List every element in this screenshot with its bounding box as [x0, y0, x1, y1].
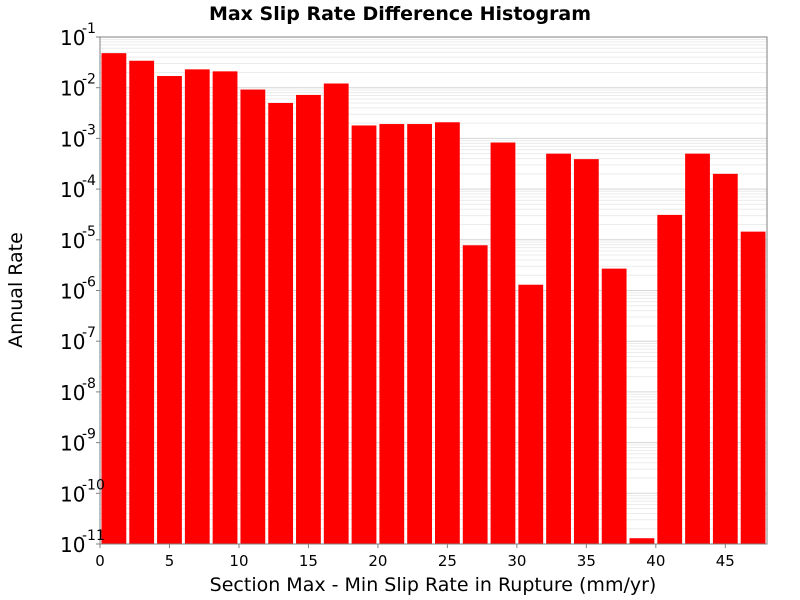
histogram-bar	[601, 268, 627, 544]
y-tick-base: 10	[60, 77, 85, 101]
x-axis-label: Section Max - Min Slip Rate in Rupture (…	[210, 574, 657, 596]
histogram-bar	[435, 122, 460, 545]
histogram-bar	[240, 89, 266, 545]
y-axis-label: Annual Rate	[5, 232, 27, 348]
y-tick-label: 10-8	[60, 376, 96, 405]
histogram-bar	[712, 173, 738, 545]
histogram-bar	[101, 53, 127, 544]
y-tick-exponent: -1	[82, 21, 96, 37]
histogram-bar	[351, 125, 377, 544]
x-tick-label: 10	[229, 552, 248, 570]
y-axis-ticks: 10-110-210-310-410-510-610-710-810-910-1…	[60, 21, 105, 557]
y-tick-exponent: -11	[82, 528, 105, 544]
y-tick-label: 10-6	[60, 275, 96, 304]
y-tick-label: 10-5	[60, 224, 96, 253]
y-tick-base: 10	[60, 533, 85, 557]
histogram-bar	[184, 69, 210, 544]
histogram-bar	[296, 94, 321, 545]
histogram-bar	[462, 245, 488, 544]
y-tick-label: 10-11	[60, 528, 105, 557]
y-tick-base: 10	[60, 229, 85, 253]
y-tick-label: 10-7	[60, 325, 96, 354]
y-tick-exponent: -4	[82, 173, 96, 189]
y-tick-exponent: -8	[82, 376, 96, 392]
x-tick-label: 20	[368, 552, 387, 570]
y-tick-base: 10	[60, 482, 85, 506]
x-axis-ticks: 0 5 10 15 20 25 30 35 40 45	[95, 544, 735, 570]
x-tick-label: 40	[646, 552, 665, 570]
y-tick-label: 10-1	[60, 21, 96, 50]
y-tick-base: 10	[60, 26, 85, 50]
grid	[100, 38, 767, 545]
y-tick-exponent: -3	[82, 122, 96, 138]
histogram-bar	[629, 538, 655, 544]
histogram-bar	[157, 76, 182, 545]
histogram-bar	[685, 153, 710, 544]
y-tick-label: 10-2	[60, 72, 96, 101]
x-tick-label: 30	[507, 552, 526, 570]
y-tick-label: 10-9	[60, 427, 96, 456]
histogram-bar	[546, 153, 571, 544]
y-tick-base: 10	[60, 432, 85, 456]
histogram-bar	[657, 214, 683, 545]
histogram-bar	[518, 284, 544, 544]
y-tick-exponent: -2	[82, 72, 96, 88]
y-tick-label: 10-4	[60, 173, 96, 202]
y-tick-base: 10	[60, 280, 85, 304]
y-tick-base: 10	[60, 178, 85, 202]
x-tick-label: 35	[577, 552, 596, 570]
y-tick-label: 10-10	[60, 477, 105, 506]
histogram-bar	[407, 124, 432, 545]
y-tick-label: 10-3	[60, 122, 96, 151]
x-tick-label: 25	[438, 552, 457, 570]
histogram-bar	[379, 124, 405, 545]
x-tick-label: 0	[95, 552, 105, 570]
histogram-bar	[573, 159, 599, 544]
histogram-bar	[212, 71, 238, 545]
x-tick-label: 15	[299, 552, 318, 570]
y-tick-exponent: -7	[82, 325, 96, 341]
x-tick-label: 5	[165, 552, 175, 570]
y-tick-exponent: -10	[82, 477, 105, 493]
histogram-bar	[323, 83, 349, 545]
y-tick-base: 10	[60, 381, 85, 405]
y-tick-exponent: -6	[82, 275, 96, 291]
x-tick-label: 45	[716, 552, 735, 570]
y-tick-exponent: -5	[82, 224, 96, 240]
y-tick-exponent: -9	[82, 427, 96, 443]
bars	[101, 53, 766, 545]
histogram-bar	[129, 60, 155, 544]
y-tick-base: 10	[60, 127, 85, 151]
chart-title: Max Slip Rate Difference Histogram	[209, 3, 591, 25]
y-tick-base: 10	[60, 330, 85, 354]
histogram-bar	[740, 231, 766, 544]
histogram-bar	[490, 142, 516, 544]
histogram-bar	[268, 102, 294, 544]
